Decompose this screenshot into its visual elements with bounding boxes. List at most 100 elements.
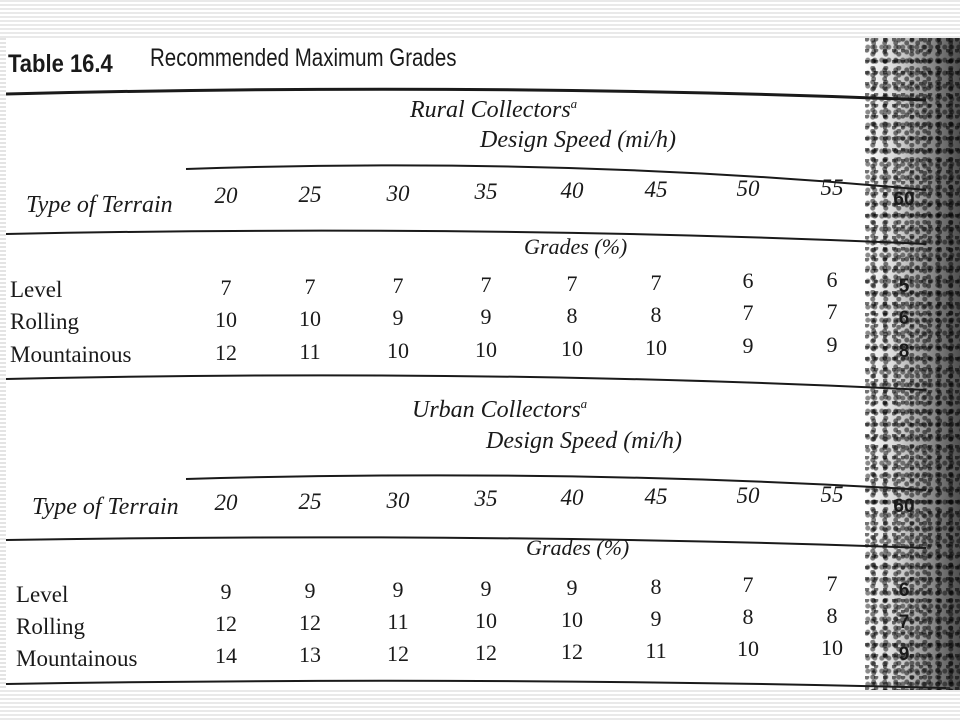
rural-mountainous-grade-30: 10 [387, 337, 409, 363]
urban-section-title: Urban Collectorsa [412, 396, 588, 423]
urban-level-grade-20: 9 [220, 579, 232, 604]
urban-mountainous-grade-60: 9 [898, 644, 910, 666]
urban-level-grade-40: 9 [566, 574, 578, 600]
rural-level-grade-25: 7 [304, 273, 316, 299]
urban-row-mountainous-label: Mountainous [16, 646, 138, 671]
rural-level-grade-40: 7 [566, 270, 578, 296]
rural-mountainous-grade-45: 10 [645, 334, 667, 360]
urban-rolling-grade-45: 9 [650, 605, 662, 631]
urban-speed-35: 35 [474, 486, 498, 512]
rural-speed-30: 30 [386, 180, 410, 206]
rural-speed-50: 50 [736, 175, 760, 201]
table-rules [6, 87, 947, 689]
rural-rolling-grade-50: 7 [742, 300, 754, 326]
rural-rolling-grade-25: 10 [299, 305, 321, 331]
rule-urban-header [6, 536, 927, 549]
slide-frame-top [0, 0, 960, 38]
urban-rolling-grade-35: 10 [475, 607, 497, 633]
rural-speed-45: 45 [644, 177, 668, 202]
urban-mountainous-grade-30: 12 [387, 640, 409, 666]
rural-rolling-grade-20: 10 [215, 307, 237, 332]
scan-edge-shadow [865, 38, 960, 690]
rural-level-grade-30: 7 [392, 272, 404, 298]
rural-mountainous-grade-20: 12 [215, 340, 237, 365]
urban-rolling-grade-50: 8 [742, 604, 754, 630]
urban-level-grade-25: 9 [304, 577, 316, 603]
rural-mountainous-grade-35: 10 [475, 336, 497, 362]
urban-mountainous-grade-20: 14 [215, 643, 237, 668]
urban-rolling-grade-60: 7 [898, 612, 910, 634]
urban-rolling-grade-40: 10 [561, 606, 583, 632]
rural-row-mountainous-label: Mountainous [10, 342, 132, 367]
urban-rolling-grade-20: 12 [215, 611, 237, 636]
rural-mountainous-grade-50: 9 [742, 333, 754, 359]
rural-speed-35: 35 [474, 179, 498, 205]
rural-level-grade-60: 5 [898, 276, 910, 298]
rural-level-grade-20: 7 [220, 275, 232, 300]
urban-rolling-grade-25: 12 [299, 609, 321, 635]
rural-level-grade-55: 6 [826, 267, 838, 293]
urban-terrain-header: Type of Terrain [32, 494, 179, 520]
rural-level-grade-45: 7 [650, 269, 662, 295]
rural-level-grade-35: 7 [480, 271, 492, 297]
slide-frame-left [0, 38, 6, 690]
urban-mountainous-grade-50: 10 [737, 636, 759, 662]
urban-speed-40: 40 [560, 485, 584, 511]
slide-frame-bottom [0, 690, 960, 720]
rural-section-title: Rural Collectorsa [410, 96, 578, 123]
urban-speed-30: 30 [386, 487, 410, 513]
rural-mountainous-grade-40: 10 [561, 335, 583, 361]
rural-rolling-grade-40: 8 [566, 302, 578, 328]
rural-level-grade-50: 6 [742, 268, 754, 294]
rural-row-rolling-label: Rolling [10, 309, 80, 334]
urban-rolling-grade-30: 11 [387, 608, 409, 634]
urban-speed-50: 50 [736, 482, 760, 508]
urban-speed-25: 25 [298, 488, 322, 514]
urban-mountainous-grade-55: 10 [821, 635, 843, 661]
rural-speed-caption: Design Speed (mi/h) [480, 127, 676, 153]
rural-speed-55: 55 [820, 174, 844, 200]
rule-urban-speed [185, 474, 927, 491]
scanned-table-page: Table 16.4 Recommended Maximum Grades Ru… [6, 38, 960, 690]
rural-rolling-grade-30: 9 [392, 304, 404, 330]
rural-speed-60: 60 [893, 189, 915, 211]
urban-level-grade-55: 7 [826, 571, 838, 597]
rural-speed-20: 20 [214, 183, 238, 208]
urban-row-level-label: Level [16, 582, 69, 607]
urban-level-grade-60: 6 [898, 580, 910, 602]
rural-grades-caption: Grades (%) [524, 234, 628, 259]
urban-level-grade-35: 9 [480, 575, 492, 601]
urban-level-grade-30: 9 [392, 576, 404, 602]
rural-speed-25: 25 [298, 181, 322, 207]
rule-rural-header [6, 229, 927, 245]
urban-speed-60: 60 [893, 496, 915, 518]
urban-speed-20: 20 [214, 490, 238, 515]
rule-rural-bottom [6, 374, 927, 391]
table-label: Table 16.4 [8, 50, 113, 78]
rule-rural-speed [185, 164, 927, 191]
rural-rolling-grade-60: 6 [898, 308, 910, 330]
rule-urban-bottom [6, 679, 947, 689]
rural-mountainous-grade-55: 9 [826, 332, 838, 358]
urban-mountainous-grade-35: 12 [475, 639, 497, 665]
urban-mountainous-grade-25: 13 [299, 641, 321, 667]
urban-level-grade-45: 8 [650, 573, 662, 599]
rural-mountainous-grade-60: 8 [898, 341, 910, 363]
urban-rolling-grade-55: 8 [826, 603, 838, 629]
rural-rolling-grade-45: 8 [650, 301, 662, 327]
rural-rolling-grade-55: 7 [826, 299, 838, 325]
urban-mountainous-grade-40: 12 [561, 638, 583, 664]
table-title: Recommended Maximum Grades [150, 44, 457, 72]
urban-grades-caption: Grades (%) [526, 535, 630, 560]
urban-speed-caption: Design Speed (mi/h) [486, 428, 682, 454]
rural-row-level-label: Level [10, 277, 63, 302]
rural-mountainous-grade-25: 11 [299, 338, 321, 364]
urban-speed-55: 55 [820, 481, 844, 507]
rural-rolling-grade-35: 9 [480, 303, 492, 329]
urban-mountainous-grade-45: 11 [645, 637, 667, 663]
rural-speed-40: 40 [560, 178, 584, 204]
urban-level-grade-50: 7 [742, 572, 754, 598]
urban-speed-45: 45 [644, 484, 668, 509]
rural-terrain-header: Type of Terrain [26, 192, 173, 218]
urban-row-rolling-label: Rolling [16, 614, 86, 639]
